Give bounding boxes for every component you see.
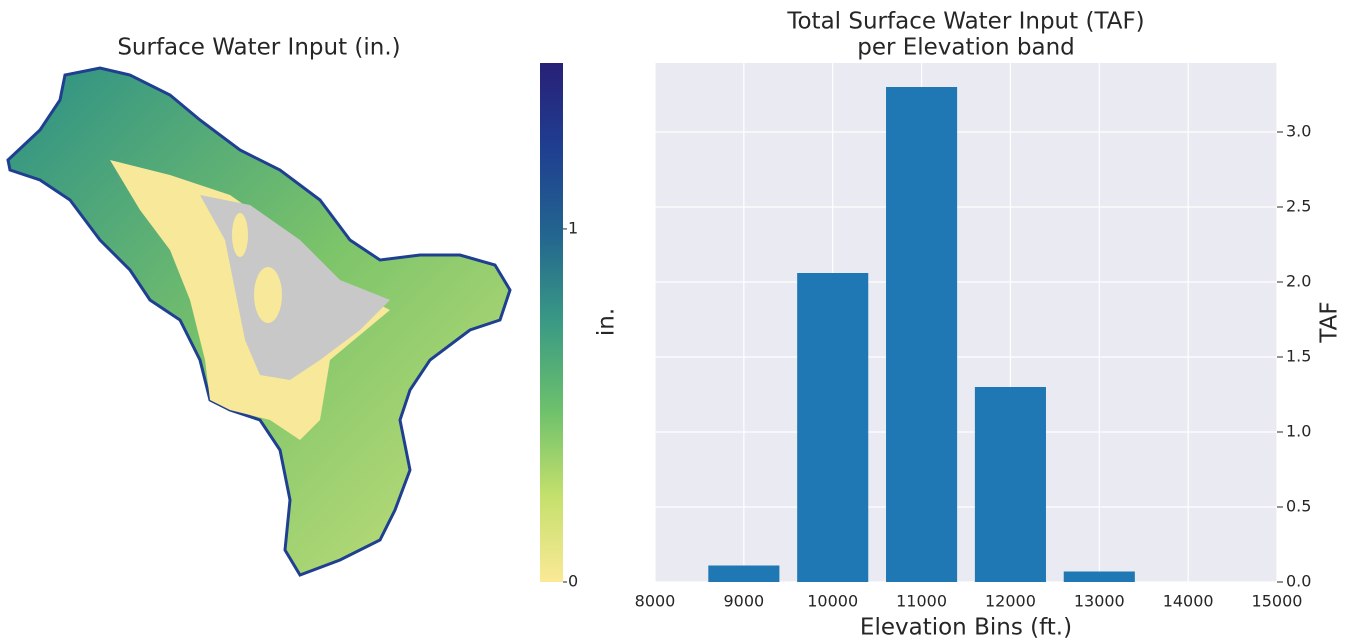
- y-tick-label: 0.0: [1286, 572, 1311, 591]
- y-tick-label: 1.0: [1286, 422, 1311, 441]
- x-tick-label: 14000: [1163, 592, 1214, 611]
- basin-map: [6, 66, 512, 577]
- colorbar-tick-label: 1: [568, 218, 578, 237]
- y-tick-label: 3.0: [1286, 122, 1311, 141]
- y-axis-label: TAF: [1317, 301, 1343, 343]
- x-tick-label: 9000: [723, 592, 764, 611]
- island: [254, 267, 282, 323]
- x-tick-label: 10000: [807, 592, 858, 611]
- island: [232, 213, 248, 257]
- bar: [886, 87, 958, 582]
- chart-title: Total Surface Water Input (TAF): [786, 9, 1144, 35]
- chart-title: per Elevation band: [857, 35, 1075, 61]
- x-tick-label: 8000: [635, 592, 676, 611]
- x-tick-label: 13000: [1074, 592, 1125, 611]
- y-tick-label: 0.5: [1286, 497, 1311, 516]
- x-tick-label: 11000: [896, 592, 947, 611]
- bar: [1063, 571, 1135, 582]
- y-tick-label: 2.5: [1286, 197, 1311, 216]
- x-axis-label: Elevation Bins (ft.): [860, 615, 1072, 641]
- bar: [708, 565, 780, 582]
- colorbar-tick-label: 0: [568, 572, 578, 591]
- x-tick-label: 15000: [1252, 592, 1303, 611]
- colorbar: [540, 63, 563, 582]
- plot-background: [655, 63, 1277, 582]
- map-title: Surface Water Input (in.): [117, 35, 400, 61]
- x-tick-label: 12000: [985, 592, 1036, 611]
- bar: [797, 273, 869, 582]
- bar: [974, 387, 1046, 582]
- colorbar-label: in.: [594, 308, 620, 336]
- y-tick-label: 1.5: [1286, 347, 1311, 366]
- y-tick-label: 2.0: [1286, 272, 1311, 291]
